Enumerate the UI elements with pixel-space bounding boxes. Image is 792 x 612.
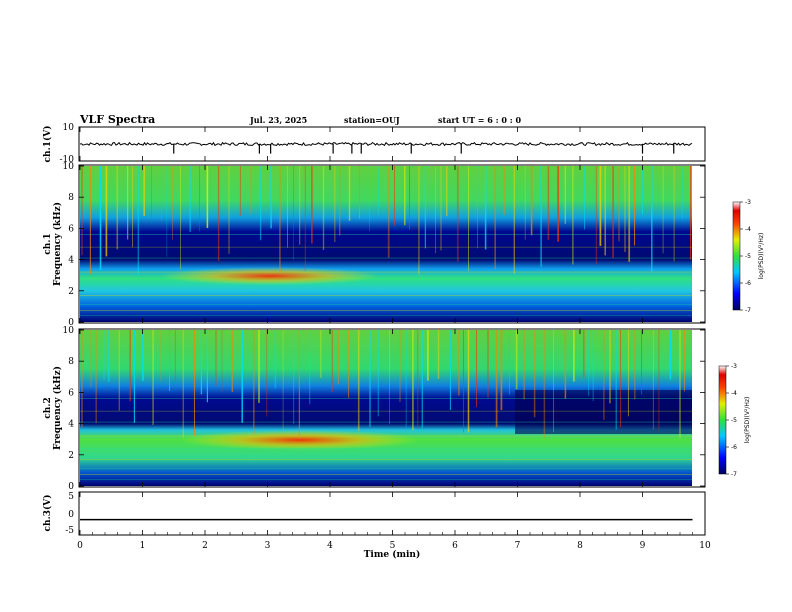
colorbar-tick-label-1-2: -5	[745, 253, 751, 260]
ch1-streaks	[81, 166, 692, 275]
ch2-colorbar-label: log(PSD)(V²/Hz)	[744, 397, 751, 444]
ch3-ytick-5: 5	[68, 492, 74, 502]
ch1-yticks: 0 2 4 6 8 10	[63, 162, 705, 328]
spectrogram-ytick-label-1-5: 10	[63, 162, 75, 172]
ch2-colorbar: -3 -4 -5 -6 -7 log(PSD)(V²/Hz)	[718, 363, 751, 478]
ch2-hot-band	[180, 430, 420, 450]
ch3-ytick-0: 0	[68, 510, 74, 520]
spectrogram-ytick-label-2-5: 10	[63, 326, 75, 336]
spectrogram-ytick-label-2-3: 6	[68, 388, 74, 398]
spectrogram-ytick-label-2-2: 4	[68, 420, 74, 430]
colorbar-tick-label-1-0: -3	[745, 199, 751, 206]
spectrogram-ytick-label-1-0: 0	[68, 318, 74, 328]
ch3-waveform-panel: 5 0 -5 ch.3(V)	[42, 491, 706, 536]
ch1-ytick-bottom: -10	[60, 155, 75, 165]
ch1-ytick-top: 10	[63, 123, 75, 133]
xtick-label-1: 1	[140, 541, 146, 551]
ch1-spectrogram-channel: ch.1	[43, 233, 53, 254]
colorbar-tick-label-2-1: -4	[731, 390, 737, 397]
date-label: Jul. 23, 2025	[249, 115, 307, 125]
spectrogram-ytick-label-2-0: 0	[68, 482, 74, 492]
xtick-label-7: 7	[515, 541, 521, 551]
xtick-label-10: 10	[699, 541, 711, 551]
colorbar-tick-label-2-2: -5	[731, 417, 737, 424]
ch2-dark-region	[515, 390, 692, 434]
ch2-colorbar-ticks: -3 -4 -5 -6 -7	[726, 363, 737, 478]
xtick-label-0: 0	[77, 541, 83, 551]
ch2-streaks	[81, 330, 685, 439]
ch1-harmonic-lines	[80, 234, 693, 317]
ch1-colorbar-scale	[732, 201, 741, 311]
ch1-spectrogram-image	[80, 166, 692, 322]
spectrogram-ytick-label-1-2: 4	[68, 256, 74, 266]
xtick-label-6: 6	[452, 541, 458, 551]
xtick-label-8: 8	[577, 541, 583, 551]
ch3-waveform-frame	[78, 491, 706, 536]
ch2-colorbar-scale	[718, 365, 727, 475]
spectrogram-ytick-label-1-4: 8	[68, 193, 74, 203]
colorbar-tick-label-2-3: -6	[731, 444, 737, 451]
spectrogram-ytick-label-2-4: 8	[68, 357, 74, 367]
x-axis-ticks: 0 1 2 3 4 5 6 7 8 9 10	[77, 127, 711, 551]
ch1-hot-band	[160, 267, 380, 285]
spectrogram-ytick-label-2-1: 2	[68, 451, 74, 461]
ch1-waveform-frame	[78, 126, 706, 162]
spectrogram-ytick-label-1-3: 6	[68, 224, 74, 234]
ch1-waveform-panel: 10 -10 ch.1(V)	[42, 123, 706, 165]
ch2-harmonic-lines	[80, 398, 693, 481]
colorbar-tick-label-2-4: -7	[731, 471, 737, 478]
ch2-spectrogram-ylabel: Frequency (kHz)	[52, 366, 63, 450]
ch1-colorbar-ticks: -3 -4 -5 -6 -7	[740, 199, 751, 314]
colorbar-tick-label-2-0: -3	[731, 363, 737, 370]
xtick-label-9: 9	[640, 541, 646, 551]
ch1-colorbar: -3 -4 -5 -6 -7 log(PSD)(V²/Hz)	[732, 199, 765, 314]
ch1-spectrogram-ylabel: Frequency (kHz)	[52, 202, 63, 286]
x-axis-label: Time (min)	[364, 549, 421, 560]
figure-title: VLF Spectra	[79, 113, 155, 126]
xtick-label-4: 4	[327, 541, 333, 551]
xtick-label-5: 5	[390, 541, 396, 551]
ch3-waveform-ylabel: ch.3(V)	[42, 495, 53, 532]
spectrogram-ytick-label-1-1: 2	[68, 287, 74, 297]
ch2-spectrogram-panel: ch.2 Frequency (kHz) 0 2 4 6 8 10	[43, 326, 706, 492]
ch2-spectrogram-channel: ch.2	[43, 397, 53, 418]
colorbar-tick-label-1-4: -7	[745, 307, 751, 314]
ch1-waveform-ylabel: ch.1(V)	[42, 126, 53, 163]
ch1-spikes	[173, 144, 675, 154]
start-time-label: start UT = 6 : 0 : 0	[438, 115, 521, 125]
xtick-label-2: 2	[202, 541, 208, 551]
station-label: station=OUJ	[344, 115, 400, 125]
ch1-waveform-trace	[79, 141, 693, 147]
ch1-colorbar-label: log(PSD)(V²/Hz)	[758, 233, 765, 280]
ch1-spectrogram-panel: ch.1 Frequency (kHz) 0 2 4 6 8 10	[43, 162, 706, 328]
xtick-label-3: 3	[265, 541, 271, 551]
colorbar-tick-label-1-3: -6	[745, 280, 751, 287]
ch2-yticks: 0 2 4 6 8 10	[63, 326, 705, 492]
ch3-ytick-minus5: -5	[65, 526, 74, 536]
colorbar-tick-label-1-1: -4	[745, 226, 751, 233]
